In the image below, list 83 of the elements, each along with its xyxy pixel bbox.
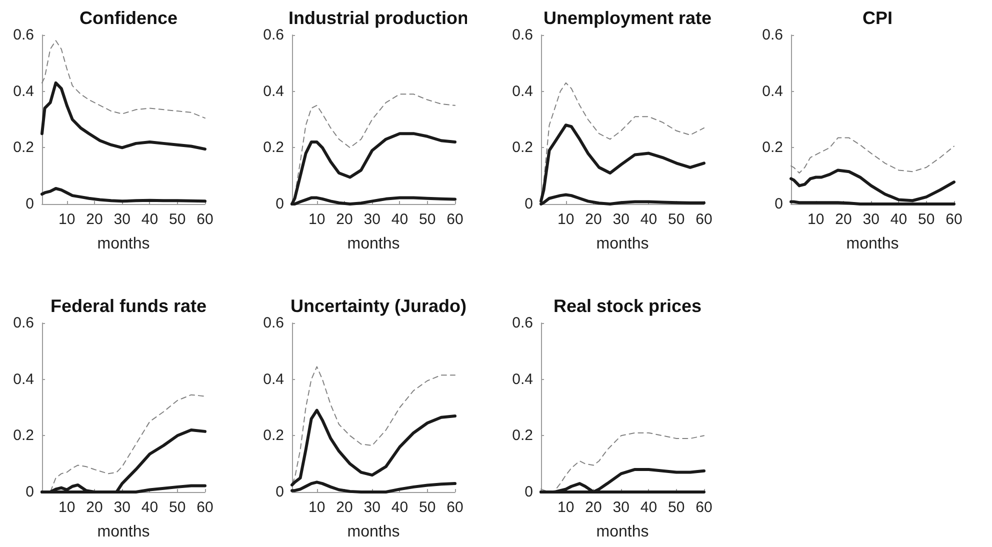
x-tick-label: 60: [446, 211, 463, 228]
x-axis-title: months: [596, 236, 649, 252]
x-axis-title: months: [346, 524, 400, 540]
x-tick-label: 20: [86, 211, 103, 228]
x-tick-label: 60: [196, 211, 214, 228]
x-axis-title: months: [596, 524, 649, 540]
y-tick-label: 0.6: [262, 26, 284, 44]
y-tick-label: 0.2: [262, 427, 284, 444]
x-tick-label: 10: [58, 499, 76, 516]
y-tick-label: 0.4: [262, 82, 284, 100]
x-axis-title: months: [97, 524, 150, 540]
y-tick-label: 0.6: [512, 314, 533, 332]
x-tick-label: 10: [558, 499, 574, 516]
x-tick-label: 40: [390, 499, 408, 516]
y-tick-label: 0.6: [762, 26, 782, 44]
y-tick-label: 0: [275, 484, 284, 500]
y-tick-label: 0: [275, 196, 284, 212]
x-tick-label: 60: [696, 211, 712, 228]
y-tick-label: 0: [524, 484, 533, 500]
y-tick-label: 0.4: [262, 370, 284, 388]
x-tick-label: 20: [834, 211, 852, 228]
x-tick-label: 40: [141, 211, 158, 228]
x-tick-label: 30: [363, 499, 380, 516]
x-tick-label: 60: [696, 499, 712, 516]
x-tick-label: 20: [585, 211, 602, 228]
y-tick-label: 0.4: [512, 82, 533, 100]
x-tick-label: 30: [612, 499, 630, 516]
x-tick-label: 10: [58, 211, 76, 228]
y-tick-label: 0.2: [762, 139, 782, 156]
y-tick-label: 0.2: [13, 427, 34, 444]
x-tick-label: 40: [890, 211, 907, 228]
x-tick-label: 30: [862, 211, 879, 228]
y-tick-label: 0.6: [13, 26, 34, 44]
y-tick-label: 0.6: [512, 26, 533, 44]
y-tick-label: 0.2: [13, 139, 34, 156]
chart-title: Uncertainty (Jurado): [290, 296, 466, 316]
y-tick-label: 0.4: [13, 370, 34, 388]
y-tick-label: 0: [774, 196, 782, 212]
x-tick-label: 50: [418, 211, 436, 228]
x-tick-label: 30: [114, 499, 130, 516]
x-tick-label: 20: [336, 499, 352, 516]
chart-title: Confidence: [79, 8, 178, 28]
x-tick-label: 30: [114, 211, 130, 228]
y-tick-label: 0.2: [512, 139, 533, 156]
y-tick-label: 0.4: [512, 370, 533, 388]
x-tick-label: 50: [918, 211, 934, 228]
x-tick-label: 10: [807, 211, 824, 228]
x-tick-label: 10: [308, 211, 325, 228]
x-tick-label: 60: [446, 499, 463, 516]
x-tick-label: 60: [945, 211, 962, 228]
y-tick-label: 0.2: [262, 139, 284, 156]
y-tick-label: 0.4: [762, 82, 782, 100]
x-tick-label: 40: [640, 499, 658, 516]
y-tick-label: 0.6: [13, 314, 34, 332]
x-axis-title: months: [97, 236, 150, 252]
x-tick-label: 50: [169, 211, 186, 228]
x-tick-label: 30: [363, 211, 380, 228]
y-tick-label: 0: [26, 484, 34, 500]
x-tick-label: 50: [668, 211, 685, 228]
y-tick-label: 0.4: [13, 82, 34, 100]
y-tick-label: 0.2: [512, 427, 533, 444]
x-tick-label: 10: [308, 499, 325, 516]
y-tick-label: 0: [524, 196, 533, 212]
chart-title: CPI: [862, 8, 892, 28]
x-tick-label: 20: [86, 499, 103, 516]
y-tick-label: 0.6: [262, 314, 284, 332]
x-tick-label: 50: [668, 499, 685, 516]
chart-title: Federal funds rate: [50, 296, 207, 316]
y-tick-label: 0: [26, 196, 34, 212]
x-axis-title: months: [346, 236, 400, 252]
x-tick-label: 40: [640, 211, 658, 228]
x-tick-label: 50: [169, 499, 186, 516]
x-axis-title: months: [846, 236, 898, 252]
x-tick-label: 40: [141, 499, 158, 516]
x-tick-label: 20: [585, 499, 602, 516]
chart-title: Real stock prices: [553, 296, 702, 316]
chart-title: Unemployment rate: [543, 8, 712, 28]
x-tick-label: 50: [418, 499, 436, 516]
x-tick-label: 40: [390, 211, 408, 228]
x-tick-label: 20: [336, 211, 352, 228]
x-tick-label: 10: [558, 211, 574, 228]
x-tick-label: 60: [196, 499, 214, 516]
x-tick-label: 30: [612, 211, 630, 228]
